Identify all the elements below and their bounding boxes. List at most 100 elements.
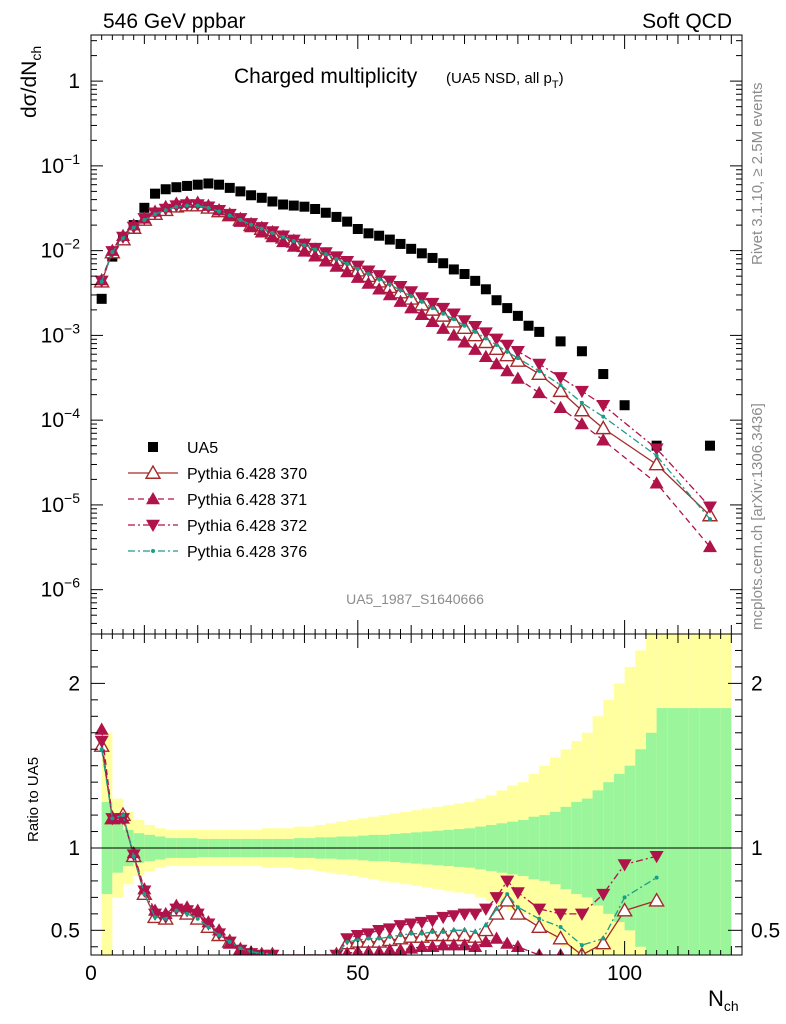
data-point: [477, 333, 495, 349]
ratio-point: [99, 747, 104, 752]
ratio-point: [430, 929, 435, 934]
data-point: [404, 286, 419, 299]
data-point: [534, 326, 545, 337]
data-point: [361, 276, 376, 289]
ratio-point: [509, 905, 527, 920]
data-point: [441, 311, 446, 316]
ratio-y-tick-label-left: 2: [68, 672, 80, 695]
rivet-label: Rivet 3.1.10, ≥ 2.5M events: [749, 83, 766, 266]
data-point: [438, 258, 449, 269]
ratio-point: [595, 935, 612, 950]
data-point: [451, 317, 456, 322]
data-point: [457, 335, 472, 348]
data-point: [515, 356, 520, 361]
green-band-bin: [709, 708, 721, 955]
data-point: [372, 270, 387, 283]
data-point: [427, 252, 438, 263]
data-point: [355, 266, 360, 271]
data-point: [416, 248, 427, 259]
green-band-bin: [677, 708, 689, 955]
ratio-point: [345, 939, 350, 944]
data-point: [227, 213, 232, 218]
legend-entry-0: UA5: [148, 440, 218, 457]
ratio-point: [574, 908, 589, 921]
data-point: [387, 282, 392, 287]
ratio-point: [131, 854, 136, 859]
ratio-point: [163, 916, 168, 921]
ratio-point: [483, 923, 488, 928]
ratio-point: [648, 892, 665, 907]
ratio-point: [404, 918, 419, 931]
series-4: [99, 203, 712, 522]
data-point: [457, 315, 472, 328]
data-point: [491, 295, 502, 306]
legend-marker: [151, 549, 155, 553]
ratio-y-tick-label-left: 0.5: [51, 919, 80, 942]
legend-marker: [146, 519, 160, 532]
ratio-point: [121, 813, 126, 818]
green-band-bin: [720, 708, 732, 955]
data-point: [505, 349, 510, 354]
data-point: [654, 453, 659, 458]
ratio-point: [579, 943, 584, 948]
data-point: [334, 256, 339, 261]
data-point: [598, 369, 609, 380]
y-tick-base: 10: [41, 579, 64, 602]
ratio-y-tick-label-right: 2: [751, 672, 763, 695]
ratio-point: [355, 938, 360, 943]
ratio-point: [616, 902, 633, 917]
data-point: [478, 327, 493, 340]
ratio-point: [361, 928, 376, 941]
ratio-point: [649, 850, 664, 864]
data-point: [153, 212, 158, 217]
y-tick-label: 1: [68, 70, 80, 93]
data-point: [377, 277, 382, 282]
ratio-point: [201, 918, 216, 931]
y-tick-exponent: −1: [64, 151, 80, 167]
data-point: [302, 243, 307, 248]
ratio-point: [510, 939, 525, 953]
ratio-y-tick-label-left: 1: [68, 837, 80, 860]
data-point: [214, 179, 225, 190]
data-point: [494, 343, 499, 348]
green-band-bin: [688, 708, 700, 955]
ratio-y-tick-label-right: 0.5: [751, 919, 780, 942]
data-point: [462, 323, 467, 328]
data-point: [478, 349, 493, 362]
data-point: [573, 402, 591, 417]
ratio-point: [393, 920, 408, 933]
data-point: [436, 321, 451, 334]
y-tick-exponent: −6: [64, 575, 80, 591]
ratio-point: [537, 916, 542, 921]
ratio-point: [350, 929, 365, 943]
ratio-point: [217, 933, 222, 938]
data-point: [310, 203, 321, 214]
x-tick-label: 0: [85, 962, 97, 985]
ratio-point: [451, 928, 456, 933]
subtitle-suffix: ): [559, 70, 564, 87]
data-point: [281, 234, 286, 239]
data-point: [555, 336, 566, 347]
ratio-point: [419, 931, 424, 936]
data-point: [150, 188, 161, 199]
ratio-point: [206, 925, 211, 930]
series-0: [96, 178, 715, 451]
ratio-point: [457, 908, 472, 921]
chart-subtitle: (UA5 NSD, all pT): [446, 70, 564, 91]
ratio-point: [468, 908, 483, 921]
ratio-point: [552, 930, 569, 945]
data-point: [288, 200, 299, 211]
data-point: [595, 419, 612, 435]
data-point: [596, 399, 611, 413]
data-point: [510, 371, 525, 384]
data-point: [430, 306, 435, 311]
data-point: [579, 400, 584, 405]
legend-entry-2: Pythia 6.428 371: [128, 492, 307, 509]
ratio-point: [654, 875, 659, 880]
data-point: [468, 342, 483, 355]
ratio-point: [462, 928, 467, 933]
ratio-point: [409, 931, 414, 936]
y-tick-base: 10: [41, 494, 64, 517]
legend-label: UA5: [187, 440, 218, 457]
